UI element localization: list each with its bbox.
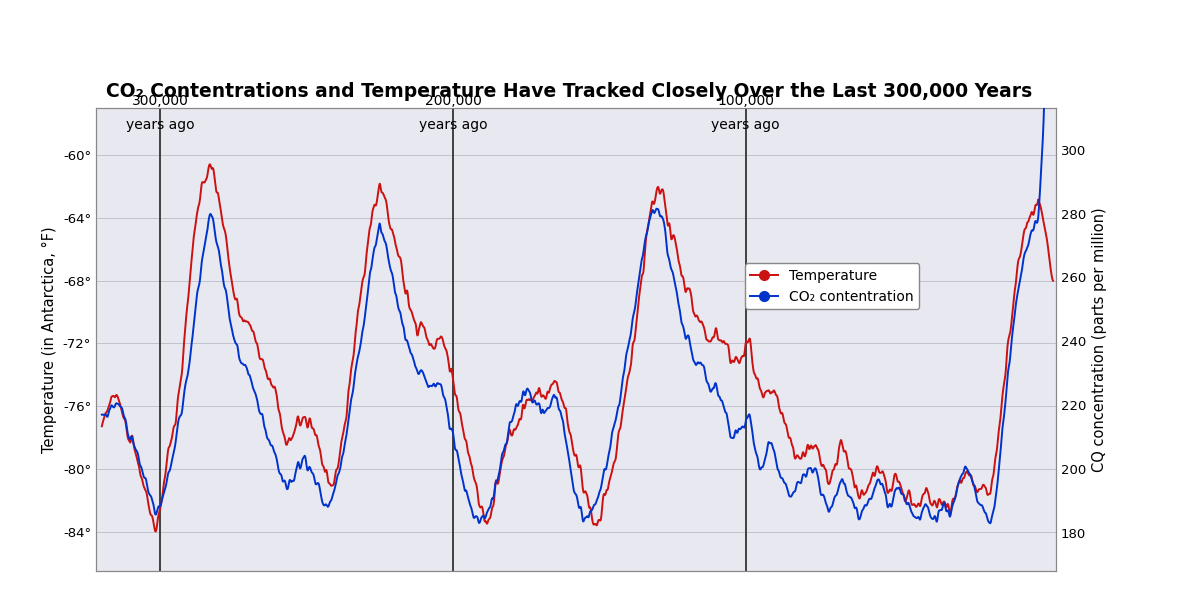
Text: 200,000: 200,000 [425, 94, 481, 108]
Y-axis label: Temperature (in Antarctica, °F): Temperature (in Antarctica, °F) [42, 226, 58, 453]
Text: years ago: years ago [712, 118, 780, 132]
Y-axis label: CQ concentration (parts per million): CQ concentration (parts per million) [1092, 207, 1106, 472]
Text: CO₂ Contentrations and Temperature Have Tracked Closely Over the Last 300,000 Ye: CO₂ Contentrations and Temperature Have … [106, 82, 1032, 101]
Legend: Temperature, CO₂ contentration: Temperature, CO₂ contentration [745, 263, 919, 310]
Text: 100,000: 100,000 [718, 94, 774, 108]
Text: years ago: years ago [126, 118, 194, 132]
Text: years ago: years ago [419, 118, 487, 132]
Text: 300,000: 300,000 [132, 94, 188, 108]
